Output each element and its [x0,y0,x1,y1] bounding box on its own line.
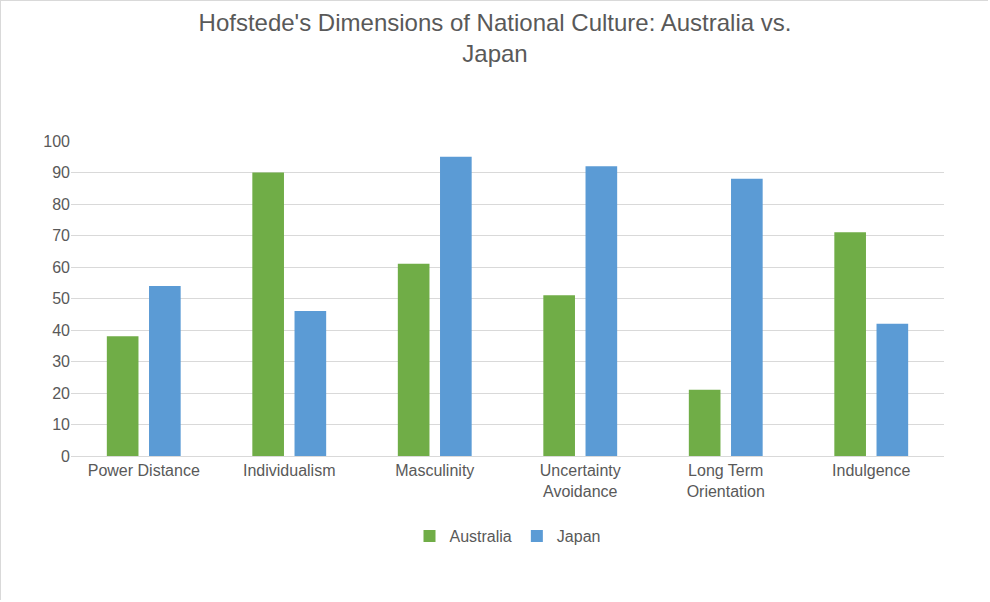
svg-text:10: 10 [52,416,70,433]
svg-text:40: 40 [52,322,70,339]
svg-text:Hofstede's Dimensions of Natio: Hofstede's Dimensions of National Cultur… [199,9,792,67]
svg-text:20: 20 [52,385,70,402]
svg-text:60: 60 [52,259,70,276]
svg-text:Australia: Australia [450,528,512,545]
svg-text:100: 100 [43,133,70,150]
svg-text:Indulgence: Indulgence [832,462,910,479]
svg-text:Individualism: Individualism [243,462,335,479]
svg-text:50: 50 [52,290,70,307]
svg-text:Masculinity: Masculinity [395,462,474,479]
svg-text:Power Distance: Power Distance [88,462,200,479]
svg-text:80: 80 [52,196,70,213]
svg-text:30: 30 [52,353,70,370]
svg-text:90: 90 [52,164,70,181]
svg-text:Long TermOrientation: Long TermOrientation [687,462,765,500]
svg-text:70: 70 [52,227,70,244]
svg-text:UncertaintyAvoidance: UncertaintyAvoidance [540,462,621,500]
svg-text:0: 0 [61,448,70,465]
svg-text:Japan: Japan [557,528,601,545]
